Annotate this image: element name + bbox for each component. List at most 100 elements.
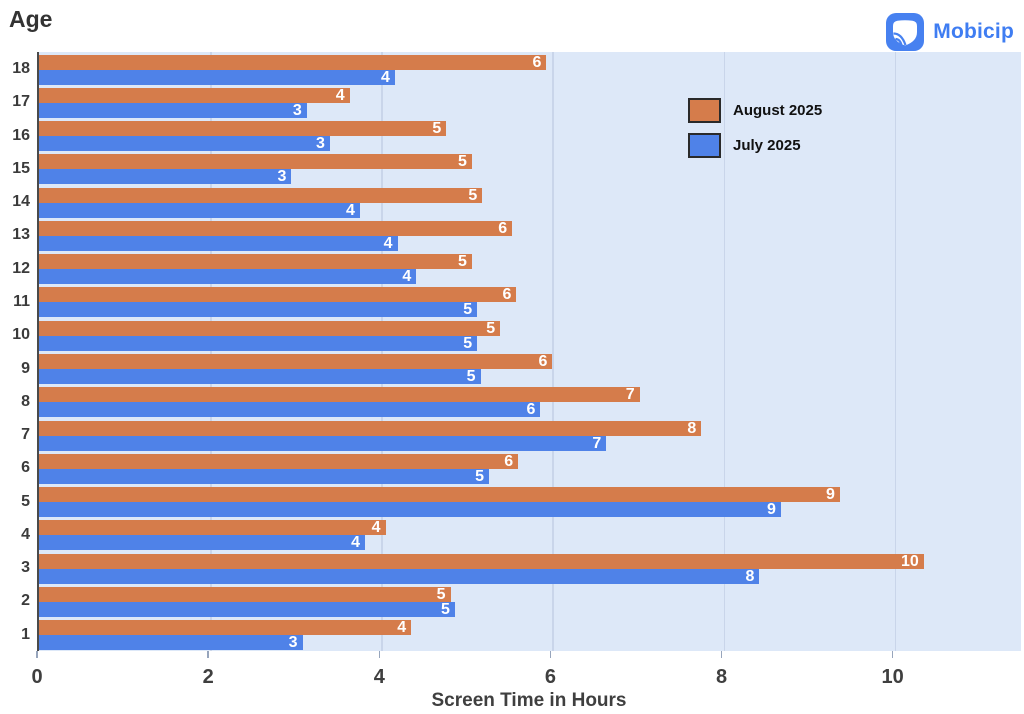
- x-tick-mark: [720, 651, 723, 658]
- y-axis-title: Age: [9, 6, 53, 32]
- x-tick-mark: [36, 651, 38, 658]
- bar-july-age-1: 3: [39, 634, 303, 652]
- bar-august-age-7: 8: [39, 419, 702, 437]
- x-tick-mark: [378, 651, 380, 658]
- legend-swatch: [688, 98, 721, 123]
- x-tick-label-8: 8: [715, 666, 728, 688]
- y-tick-label-11: 11: [13, 292, 30, 310]
- bar-august-age-16: 5: [39, 120, 447, 138]
- brand-name: Mobicip: [933, 20, 1014, 43]
- bar-august-age-17: 4: [39, 86, 350, 104]
- bar-july-age-2: 5: [39, 601, 455, 617]
- y-tick-label-13: 13: [12, 226, 30, 244]
- x-tick-label-0: 0: [31, 666, 43, 688]
- y-tick-label-6: 6: [21, 459, 30, 477]
- y-tick-label-9: 9: [21, 359, 30, 377]
- bar-august-age-3: 10: [39, 552, 924, 570]
- bar-value-label: 5: [432, 120, 442, 138]
- bar-value-label: 6: [532, 53, 542, 71]
- bar-value-label: 4: [335, 86, 345, 104]
- gridline: [210, 52, 212, 651]
- bar-value-label: 5: [486, 319, 496, 337]
- y-tick-label-2: 2: [21, 592, 30, 610]
- bar-august-age-11: 6: [39, 286, 517, 304]
- bar-value-label: 5: [466, 368, 476, 385]
- bar-value-label: 6: [498, 219, 508, 237]
- y-tick-label-12: 12: [12, 259, 30, 277]
- bar-value-label: 5: [468, 186, 478, 204]
- bar-july-age-13: 4: [39, 234, 398, 252]
- bar-value-label: 5: [463, 301, 473, 319]
- y-tick-label-5: 5: [21, 492, 30, 510]
- bar-august-age-12: 5: [39, 253, 472, 271]
- y-tick-label-4: 4: [21, 525, 30, 543]
- bar-value-label: 5: [458, 253, 467, 271]
- x-tick-label-6: 6: [544, 666, 556, 688]
- bar-value-label: 4: [381, 68, 390, 86]
- bar-value-label: 4: [383, 234, 393, 252]
- bar-value-label: 8: [687, 419, 697, 437]
- bar-value-label: 3: [277, 168, 287, 186]
- x-tick-label-10: 10: [881, 666, 904, 688]
- bar-august-age-9: 6: [39, 354, 553, 370]
- legend-item: July 2025: [688, 133, 822, 158]
- bar-value-label: 4: [345, 201, 355, 219]
- bar-august-age-14: 5: [39, 186, 483, 204]
- bar-value-label: 4: [402, 268, 412, 286]
- x-axis-tick-labels: 0 2 4 6 8 10: [31, 666, 1021, 690]
- bar-value-label: 6: [502, 286, 512, 304]
- bar-august-age-13: 6: [39, 219, 513, 237]
- x-axis-tick-marks: [36, 651, 1021, 659]
- bar-august-age-6: 6: [39, 453, 519, 469]
- bar-value-label: 5: [475, 467, 485, 485]
- bar-july-age-5: 9: [39, 501, 781, 519]
- bar-august-age-18: 6: [39, 53, 547, 71]
- gridline: [894, 52, 897, 651]
- gridline: [723, 52, 726, 651]
- y-axis-tick-labels: 18 17 16 15 14 13 12 11 10 9 8 7 6 5 4 3 2 1: [0, 52, 30, 651]
- bar-value-label: 5: [458, 153, 467, 171]
- bar-value-label: 9: [766, 501, 776, 519]
- bar-value-label: 6: [526, 401, 536, 419]
- y-tick-label-15: 15: [12, 159, 30, 177]
- mobicip-icon: [886, 13, 925, 51]
- bar-august-age-10: 5: [39, 319, 501, 337]
- bar-july-age-12: 4: [39, 268, 417, 286]
- legend-label: August 2025: [733, 102, 823, 119]
- y-tick-label-16: 16: [12, 126, 30, 144]
- x-tick-label-2: 2: [202, 666, 214, 688]
- plot-area: 6 4 4 3 5 3 5 3 5 4 6 4 5 4 6 5 5 5 6 5 7 6 8 7 6 5 9 9 4 4 10 8 5 5 4 3 Au…: [37, 52, 1021, 651]
- bar-value-label: 7: [625, 386, 635, 404]
- bar-august-age-15: 5: [39, 153, 472, 171]
- bar-july-age-6: 5: [39, 467, 490, 485]
- y-tick-label-17: 17: [12, 93, 30, 111]
- bar-july-age-7: 7: [39, 435, 607, 451]
- bar-value-label: 5: [463, 334, 473, 352]
- bar-august-age-5: 9: [39, 487, 840, 503]
- bar-value-label: 4: [371, 519, 381, 537]
- gridline: [381, 52, 383, 651]
- bar-july-age-9: 5: [39, 368, 481, 385]
- bar-value-label: 10: [900, 552, 919, 570]
- bar-july-age-4: 4: [39, 535, 365, 551]
- bar-july-age-16: 3: [39, 135, 330, 153]
- y-tick-label-3: 3: [21, 559, 30, 577]
- y-tick-label-10: 10: [12, 326, 30, 344]
- bar-value-label: 8: [745, 567, 755, 585]
- bars-layer: 6 4 4 3 5 3 5 3 5 4 6 4 5 4 6 5 5 5 6 5 7 6 8 7 6 5 9 9 4 4 10 8 5 5 4 3: [39, 52, 1021, 651]
- bar-august-age-2: 5: [39, 585, 451, 603]
- bar-value-label: 5: [436, 585, 446, 603]
- bar-value-label: 3: [292, 101, 302, 119]
- gridline: [552, 52, 554, 651]
- bar-value-label: 3: [288, 634, 298, 652]
- y-tick-label-18: 18: [12, 60, 30, 77]
- legend-item: August 2025: [688, 98, 822, 123]
- bar-value-label: 3: [316, 135, 325, 153]
- bar-value-label: 4: [397, 619, 407, 637]
- x-tick-mark: [891, 651, 894, 658]
- bar-july-age-15: 3: [39, 168, 292, 186]
- bar-july-age-10: 5: [39, 334, 478, 352]
- bar-july-age-8: 6: [39, 401, 541, 419]
- x-tick-mark: [549, 651, 552, 658]
